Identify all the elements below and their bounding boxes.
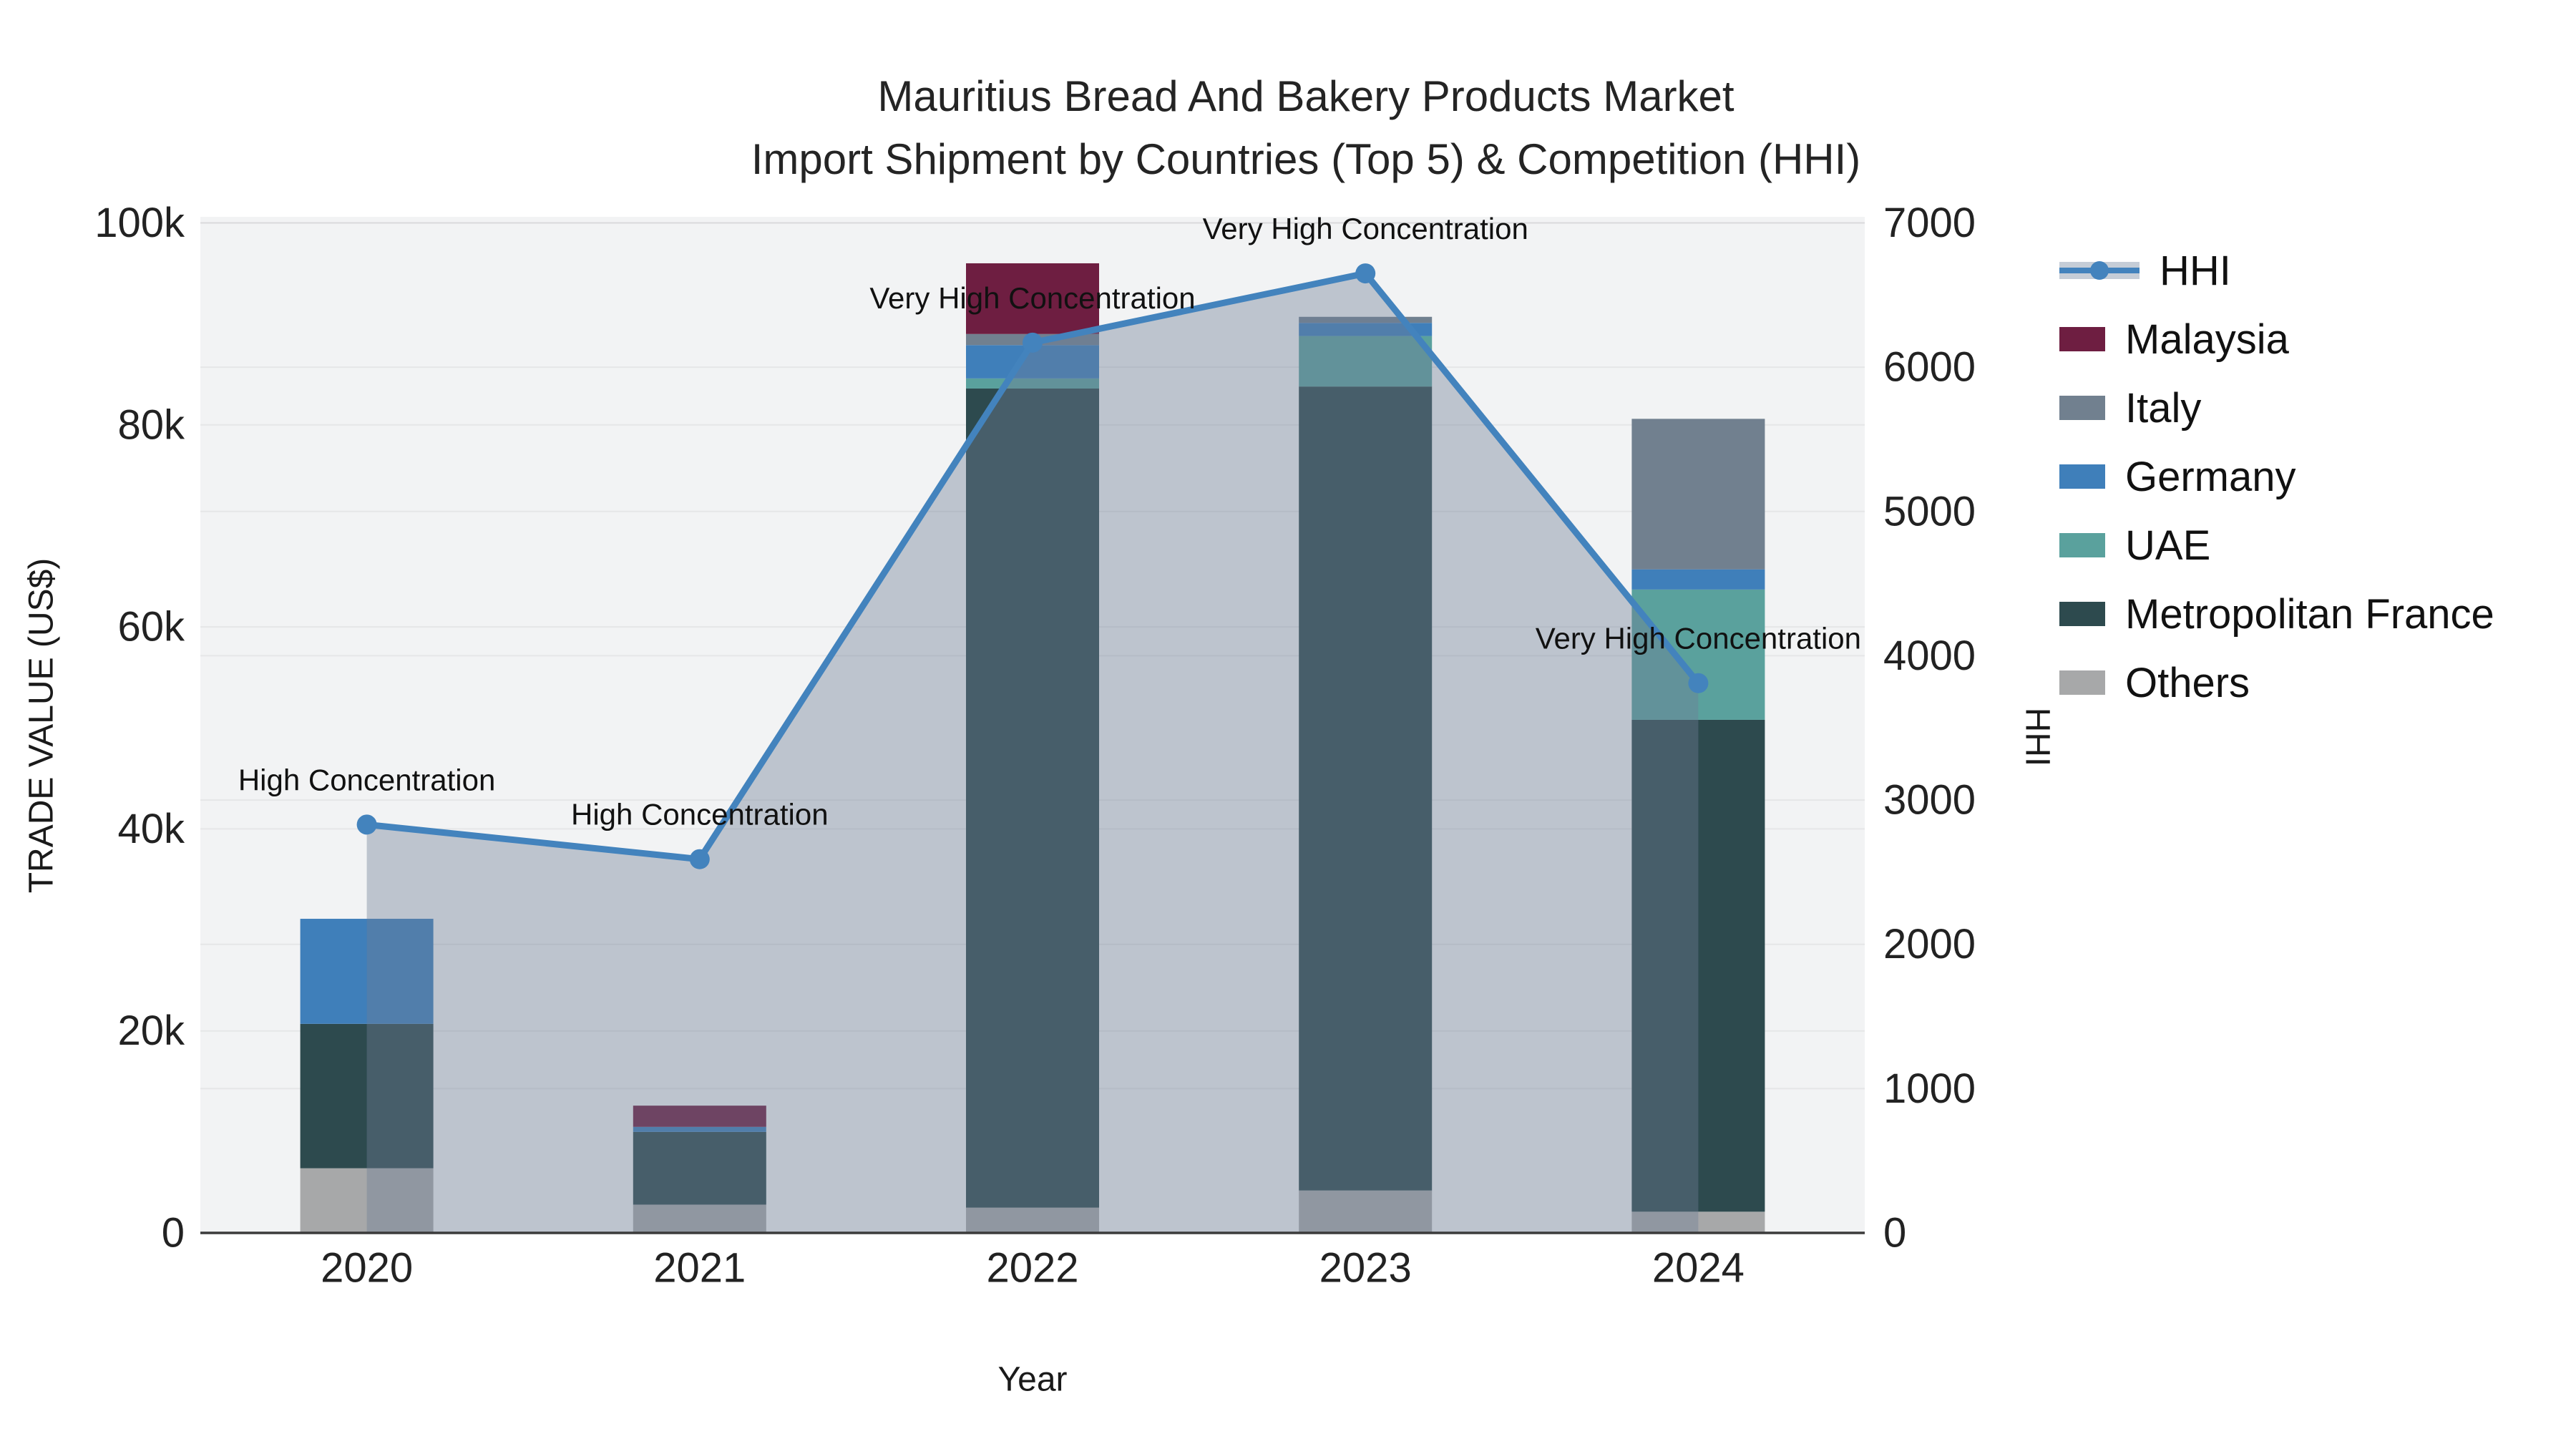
x-tick-label: 2022 bbox=[986, 1245, 1078, 1292]
x-tick-label: 2020 bbox=[321, 1245, 413, 1292]
bar-segment-germany[interactable] bbox=[1631, 569, 1765, 590]
x-tick-label: 2023 bbox=[1319, 1245, 1412, 1292]
legend-color-swatch-icon bbox=[2059, 602, 2105, 626]
chart-title-line2: Import Shipment by Countries (Top 5) & C… bbox=[751, 135, 1861, 183]
y-right-tick-label: 4000 bbox=[1883, 633, 1976, 679]
bar-segment-metropolitan-france[interactable] bbox=[300, 1023, 434, 1169]
bar-segment-metropolitan-france[interactable] bbox=[966, 388, 1099, 1208]
bar-segment-uae[interactable] bbox=[1299, 336, 1433, 387]
hhi-annotation: Very High Concentration bbox=[869, 281, 1195, 315]
y-right-tick-label: 7000 bbox=[1883, 200, 1976, 246]
legend-line-swatch-icon bbox=[2059, 261, 2140, 280]
y-left-tick-label: 0 bbox=[162, 1210, 185, 1257]
hhi-point-2024[interactable] bbox=[1688, 673, 1709, 693]
y-left-tick-label: 80k bbox=[117, 401, 185, 448]
bar-segment-metropolitan-france[interactable] bbox=[1631, 719, 1765, 1212]
y-right-tick-label: 2000 bbox=[1883, 921, 1976, 967]
legend-item-label: Italy bbox=[2125, 384, 2202, 431]
y-right-tick-label: 3000 bbox=[1883, 777, 1976, 824]
legend-item-label: Malaysia bbox=[2125, 316, 2289, 363]
legend-item-label: Others bbox=[2125, 659, 2250, 706]
hhi-annotation: High Concentration bbox=[238, 763, 496, 796]
y-left-tick-label: 100k bbox=[94, 200, 185, 246]
legend-color-swatch-icon bbox=[2059, 396, 2105, 420]
legend-color-swatch-icon bbox=[2059, 670, 2105, 695]
bar-segment-germany[interactable] bbox=[633, 1126, 766, 1132]
y-right-tick-label: 0 bbox=[1883, 1210, 1906, 1257]
hhi-point-2023[interactable] bbox=[1355, 263, 1376, 284]
y-right-tick-label: 5000 bbox=[1883, 488, 1976, 535]
legend-item-label: HHI bbox=[2160, 247, 2231, 294]
bar-segment-others[interactable] bbox=[1299, 1190, 1433, 1233]
legend-item-label: UAE bbox=[2125, 522, 2211, 569]
bar-segment-others[interactable] bbox=[1631, 1211, 1765, 1233]
hhi-annotation: Very High Concentration bbox=[1536, 622, 1861, 655]
bar-segment-italy[interactable] bbox=[1631, 419, 1765, 570]
legend-color-swatch-icon bbox=[2059, 533, 2105, 557]
y-right-tick-label: 6000 bbox=[1883, 344, 1976, 391]
legend-item-malaysia[interactable]: Malaysia bbox=[2059, 305, 2494, 374]
hhi-annotation: Very High Concentration bbox=[1203, 212, 1528, 245]
bar-segment-malaysia[interactable] bbox=[633, 1106, 766, 1127]
bar-segment-uae[interactable] bbox=[1631, 589, 1765, 720]
legend-item-hhi[interactable]: HHI bbox=[2059, 236, 2494, 305]
x-tick-label: 2021 bbox=[653, 1245, 746, 1292]
hhi-point-2022[interactable] bbox=[1023, 332, 1043, 353]
legend-item-germany[interactable]: Germany bbox=[2059, 442, 2494, 511]
bar-segment-germany[interactable] bbox=[1299, 323, 1433, 336]
legend-color-swatch-icon bbox=[2059, 464, 2105, 489]
legend-item-uae[interactable]: UAE bbox=[2059, 511, 2494, 580]
bar-segment-germany[interactable] bbox=[300, 919, 434, 1024]
legend-color-swatch-icon bbox=[2059, 327, 2105, 351]
legend-item-label: Germany bbox=[2125, 453, 2296, 500]
legend-item-label: Metropolitan France bbox=[2125, 590, 2494, 638]
y-left-tick-label: 40k bbox=[117, 806, 185, 852]
y-right-tick-label: 1000 bbox=[1883, 1065, 1976, 1112]
y-left-tick-label: 60k bbox=[117, 604, 185, 650]
legend-item-others[interactable]: Others bbox=[2059, 648, 2494, 717]
hhi-point-2021[interactable] bbox=[689, 849, 710, 869]
legend-item-italy[interactable]: Italy bbox=[2059, 374, 2494, 442]
bar-segment-italy[interactable] bbox=[1299, 316, 1433, 323]
hhi-area-fill bbox=[366, 273, 1699, 1234]
legend-item-metropolitan-france[interactable]: Metropolitan France bbox=[2059, 580, 2494, 648]
bar-segment-others[interactable] bbox=[966, 1207, 1099, 1233]
chart-title-line1: Mauritius Bread And Bakery Products Mark… bbox=[877, 72, 1735, 120]
x-axis-title: Year bbox=[997, 1360, 1068, 1399]
bar-segment-others[interactable] bbox=[300, 1168, 434, 1233]
bar-segment-uae[interactable] bbox=[966, 378, 1099, 389]
x-tick-label: 2024 bbox=[1652, 1245, 1745, 1292]
bar-segment-malaysia[interactable] bbox=[966, 263, 1099, 334]
y-left-tick-label: 20k bbox=[117, 1008, 185, 1054]
legend: HHI Malaysia Italy Germany UAE Metropolitan F… bbox=[2059, 236, 2494, 717]
hhi-point-2020[interactable] bbox=[356, 814, 377, 835]
bar-segment-others[interactable] bbox=[633, 1204, 766, 1233]
hhi-annotation: High Concentration bbox=[571, 798, 829, 831]
bar-segment-metropolitan-france[interactable] bbox=[633, 1131, 766, 1205]
bar-segment-metropolitan-france[interactable] bbox=[1299, 386, 1433, 1191]
